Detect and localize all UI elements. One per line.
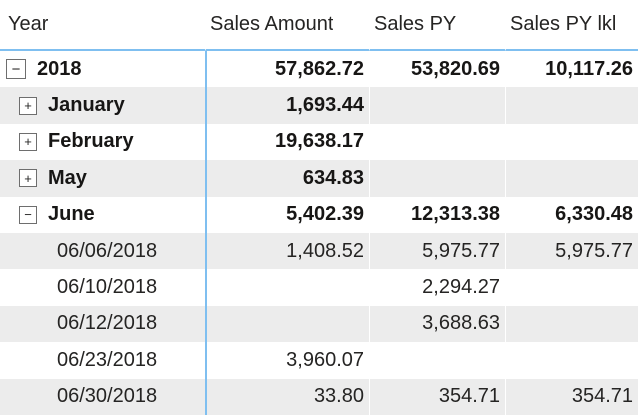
value-cell-sales-py-lkl[interactable]: 5,975.77: [505, 232, 638, 270]
expand-toggle-icon[interactable]: +: [19, 132, 37, 151]
value-cell-sales-py-lkl[interactable]: [505, 123, 638, 161]
value-cell-sales-py-lkl[interactable]: [505, 305, 638, 343]
value-cell-sales-amount[interactable]: 1,693.44: [205, 87, 369, 124]
column-header-sales-py[interactable]: Sales PY: [369, 0, 505, 51]
column-header-sales-py-lkl[interactable]: Sales PY lkl: [505, 0, 638, 51]
value-cell-sales-amount[interactable]: 5,402.39: [205, 196, 369, 233]
value-cell-sales-amount[interactable]: 19,638.17: [205, 123, 369, 161]
column-header-label: Year: [8, 13, 49, 35]
column-header-label: Sales PY lkl: [510, 13, 617, 35]
row-label-cell[interactable]: 06/06/2018: [0, 232, 205, 270]
value-cell-sales-py-lkl[interactable]: [505, 160, 638, 197]
table-row-may: + May 634.83: [0, 160, 638, 197]
row-label-cell[interactable]: + May: [0, 160, 205, 197]
row-label: May: [48, 166, 87, 189]
value-cell-sales-py-lkl[interactable]: 10,117.26: [505, 51, 638, 88]
row-label: 06/06/2018: [57, 239, 158, 262]
value-cell-sales-py[interactable]: [369, 342, 505, 379]
table-row-january: + January 1,693.44: [0, 87, 638, 124]
expand-toggle-icon[interactable]: +: [19, 96, 37, 115]
value-cell-sales-amount[interactable]: 634.83: [205, 160, 369, 197]
value-cell-sales-py[interactable]: [369, 123, 505, 161]
row-label: 2018: [37, 57, 82, 80]
row-label-cell[interactable]: 06/23/2018: [0, 342, 205, 378]
row-label-cell[interactable]: + February: [0, 124, 205, 160]
row-label: 06/12/2018: [57, 312, 158, 335]
column-header-label: Sales PY: [374, 13, 457, 35]
value-cell-sales-py-lkl[interactable]: [505, 87, 638, 124]
value-cell-sales-py[interactable]: 2,294.27: [369, 269, 505, 306]
value-cell-sales-py[interactable]: 12,313.38: [369, 196, 505, 233]
row-label: 06/10/2018: [57, 276, 158, 299]
value-cell-sales-py[interactable]: [369, 87, 505, 124]
value-cell-sales-py[interactable]: 5,975.77: [369, 232, 505, 270]
row-label: 06/23/2018: [57, 348, 158, 371]
table-row-06-12-2018: 06/12/2018 3,688.63: [0, 305, 638, 343]
expand-toggle-icon[interactable]: +: [19, 169, 37, 188]
table-row-06-06-2018: 06/06/2018 1,408.52 5,975.77 5,975.77: [0, 232, 638, 270]
value-cell-sales-amount[interactable]: 3,960.07: [205, 342, 369, 379]
value-cell-sales-amount[interactable]: [205, 305, 369, 343]
value-cell-sales-amount[interactable]: 57,862.72: [205, 51, 369, 88]
row-label: 06/30/2018: [57, 385, 158, 408]
value-cell-sales-py[interactable]: 3,688.63: [369, 305, 505, 343]
header-row: Year Sales Amount Sales PY Sales PY lkl: [0, 0, 638, 51]
collapse-toggle-icon[interactable]: −: [19, 205, 37, 224]
row-label: February: [48, 130, 134, 153]
row-label-cell[interactable]: 06/30/2018: [0, 378, 205, 415]
row-label-cell[interactable]: − June: [0, 197, 205, 233]
value-cell-sales-amount[interactable]: [205, 269, 369, 306]
table-row-june: − June 5,402.39 12,313.38 6,330.48: [0, 196, 638, 233]
table-row-06-10-2018: 06/10/2018 2,294.27: [0, 269, 638, 306]
table-row-06-30-2018: 06/30/2018 33.80 354.71 354.71: [0, 378, 638, 415]
row-label: June: [48, 203, 95, 226]
value-cell-sales-py-lkl[interactable]: [505, 269, 638, 306]
column-header-year[interactable]: Year: [0, 0, 205, 51]
value-cell-sales-amount[interactable]: 1,408.52: [205, 232, 369, 270]
row-label-cell[interactable]: 06/10/2018: [0, 269, 205, 305]
column-header-sales-amount[interactable]: Sales Amount: [205, 0, 369, 51]
table-row-2018: − 2018 57,862.72 53,820.69 10,117.26: [0, 51, 638, 88]
value-cell-sales-py-lkl[interactable]: 354.71: [505, 378, 638, 415]
value-cell-sales-py-lkl[interactable]: [505, 342, 638, 379]
value-cell-sales-py[interactable]: 53,820.69: [369, 51, 505, 88]
row-label-cell[interactable]: + January: [0, 87, 205, 124]
row-label-cell[interactable]: 06/12/2018: [0, 305, 205, 343]
value-cell-sales-py[interactable]: 354.71: [369, 378, 505, 415]
row-label: January: [48, 94, 125, 117]
value-cell-sales-amount[interactable]: 33.80: [205, 378, 369, 415]
collapse-toggle-icon[interactable]: −: [6, 59, 26, 80]
table-row-06-23-2018: 06/23/2018 3,960.07: [0, 342, 638, 379]
value-cell-sales-py-lkl[interactable]: 6,330.48: [505, 196, 638, 233]
value-cell-sales-py[interactable]: [369, 160, 505, 197]
table-row-february: + February 19,638.17: [0, 123, 638, 161]
column-header-label: Sales Amount: [210, 13, 334, 35]
row-label-cell[interactable]: − 2018: [0, 51, 205, 87]
